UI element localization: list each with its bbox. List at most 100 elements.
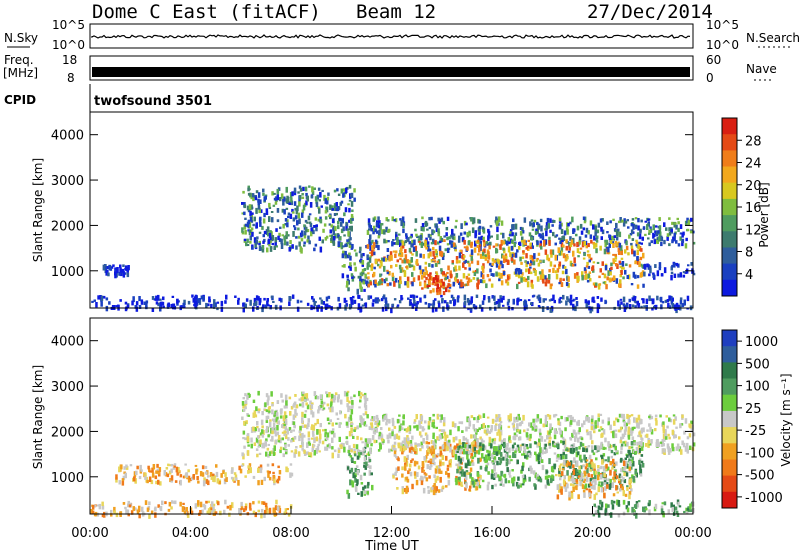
power-echo-cell [414,218,418,223]
power-echo-cell [431,282,434,286]
power-echo-cell [567,276,570,282]
power-echo-cell [597,304,601,309]
power-echo-cell [640,305,643,308]
power-echo-cell [681,303,685,308]
velocity-echo-cell [359,452,363,455]
power-echo-cell [552,231,555,237]
velocity-echo-cell [466,471,469,475]
power-echo-cell [301,193,304,196]
velocity-echo-cell [284,415,288,419]
velocity-echo-cell [254,427,257,432]
velocity-echo-cell [451,421,455,428]
power-echo-cell [432,299,436,306]
velocity-echo-cell [487,425,490,428]
power-echo-cell [372,242,376,248]
power-echo-cell [457,239,461,243]
power-echo-cell [390,254,393,261]
power-echo-cell [596,307,600,314]
power-colorbar-segment [722,247,737,265]
velocity-echo-cell [305,393,309,399]
velocity-echo-cell [202,480,206,487]
power-echo-cell [549,307,552,313]
power-echo-cell [570,239,574,245]
velocity-echo-cell [574,435,577,442]
power-echo-cell [420,275,424,280]
velocity-echo-cell [267,395,270,401]
power-echo-cell [311,296,314,300]
power-echo-cell [468,233,471,237]
velocity-echo-cell [210,508,214,514]
power-echo-cell [269,236,273,241]
power-echo-cell [670,271,674,275]
velocity-echo-cell [445,485,448,488]
power-echo-cell [454,225,457,229]
velocity-echo-cell [307,431,311,438]
velocity-echo-cell [575,446,578,451]
velocity-echo-cell [550,427,554,431]
power-echo-cell [126,304,130,308]
power-echo-cell [436,283,439,289]
power-echo-cell [677,243,681,247]
velocity-echo-cell [129,464,133,467]
power-echo-cell [399,269,403,273]
velocity-echo-cell [631,426,635,431]
power-echo-cell [526,245,530,249]
power-echo-cell [264,194,268,197]
power-echo-cell [341,265,345,268]
velocity-echo-cell [265,429,268,434]
velocity-echo-cell [308,452,311,456]
velocity-echo-cell [558,483,562,488]
velocity-echo-cell [593,494,596,500]
power-echo-cell [282,223,285,229]
velocity-echo-cell [418,431,422,436]
power-echo-cell [466,232,469,236]
power-echo-cell [454,269,458,272]
power-echo-cell [327,295,331,299]
power-echo-cell [195,300,199,306]
power-echo-cell [612,218,615,221]
velocity-echo-cell [601,481,604,486]
power-echo-cell [466,246,469,251]
power-echo-cell [583,221,587,224]
velocity-echo-cell [625,470,629,473]
power-echo-cell [437,259,441,265]
power-echo-cell [435,307,438,312]
velocity-echo-cell [179,501,182,507]
power-echo-cell [241,202,244,205]
velocity-echo-cell [594,505,598,508]
power-echo-cell [263,212,266,218]
velocity-echo-cell [240,506,244,509]
power-echo-cell [502,295,505,301]
velocity-echo-cell [211,501,214,507]
velocity-echo-cell [214,511,218,515]
velocity-echo-cell [252,399,256,403]
power-echo-cell [623,218,626,223]
power-echo-cell [361,260,365,265]
power-echo-cell [619,217,622,223]
velocity-echo-cell [365,461,368,466]
power-echo-cell [349,265,352,271]
velocity-echo-cell [659,414,662,418]
power-echo-cell [579,223,583,229]
power-echo-cell [247,192,251,196]
velocity-xtick-label: 12:00 [373,526,410,541]
power-echo-cell [324,210,328,214]
velocity-echo-cell [601,455,604,461]
velocity-colorbar-segment [722,346,737,363]
power-echo-cell [248,222,252,228]
power-echo-cell [475,240,478,244]
power-echo-cell [375,259,378,265]
power-echo-cell [412,265,416,271]
power-echo-cell [430,241,434,245]
power-echo-cell [526,281,530,288]
velocity-echo-cell [324,428,327,432]
power-echo-cell [365,245,368,249]
velocity-echo-cell [523,450,526,456]
velocity-echo-cell [337,394,340,399]
power-echo-cell [259,222,262,227]
velocity-echo-cell [284,394,288,401]
power-echo-cell [280,193,284,199]
velocity-echo-cell [257,467,260,473]
velocity-echo-cell [436,413,440,420]
